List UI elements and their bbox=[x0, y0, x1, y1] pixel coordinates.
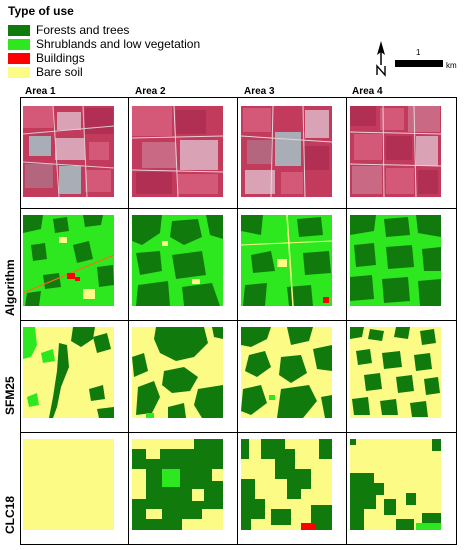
algorithm-map-area-2 bbox=[132, 215, 223, 306]
legend-item-shrublands: Shrublands and low vegetation bbox=[8, 38, 200, 50]
grid-line bbox=[346, 97, 347, 545]
scale-bar-segment bbox=[395, 60, 443, 67]
area-header-2: Area 2 bbox=[135, 86, 166, 97]
area-header-1: Area 1 bbox=[25, 86, 56, 97]
sfm25-map-area-4 bbox=[350, 327, 441, 418]
legend-label-forests: Forests and trees bbox=[36, 23, 130, 37]
algorithm-map-area-4 bbox=[350, 215, 441, 306]
legend-label-buildings: Buildings bbox=[36, 51, 85, 65]
legend-label-bare-soil: Bare soil bbox=[36, 65, 83, 79]
algorithm-map-area-1 bbox=[23, 215, 114, 306]
legend-swatch-shrublands bbox=[8, 38, 30, 50]
legend-swatch-forests bbox=[8, 24, 30, 36]
legend-title: Type of use bbox=[8, 4, 74, 18]
satellite-image-area-4 bbox=[350, 106, 441, 197]
scale-value: 1 bbox=[416, 48, 421, 57]
legend-item-bare-soil: Bare soil bbox=[8, 66, 83, 78]
satellite-image-area-3 bbox=[241, 106, 332, 197]
legend-label-shrublands: Shrublands and low vegetation bbox=[36, 37, 201, 51]
area-header-4: Area 4 bbox=[352, 86, 383, 97]
clc18-map-area-4 bbox=[350, 439, 441, 530]
grid-line bbox=[237, 97, 238, 545]
map-grid-frame bbox=[20, 97, 457, 545]
row-label-clc18: CLC18 bbox=[3, 495, 17, 534]
grid-line bbox=[20, 208, 457, 209]
algorithm-map-area-3 bbox=[241, 215, 332, 306]
clc18-map-area-1 bbox=[23, 439, 114, 530]
sfm25-map-area-3 bbox=[241, 327, 332, 418]
satellite-image-area-2 bbox=[132, 106, 223, 197]
grid-line bbox=[20, 320, 457, 321]
grid-line bbox=[128, 97, 129, 545]
legend-swatch-bare-soil bbox=[8, 66, 30, 78]
row-label-algorithm: Algorithm bbox=[3, 259, 17, 316]
area-header-3: Area 3 bbox=[244, 86, 275, 97]
scale-unit: km bbox=[446, 61, 457, 70]
sfm25-map-area-1 bbox=[23, 327, 114, 418]
north-arrow-icon bbox=[376, 41, 386, 77]
legend-swatch-buildings bbox=[8, 52, 30, 64]
clc18-map-area-3 bbox=[241, 439, 332, 530]
legend-item-buildings: Buildings bbox=[8, 52, 85, 64]
satellite-image-area-1 bbox=[23, 106, 114, 197]
legend-item-forests: Forests and trees bbox=[8, 24, 129, 36]
row-label-sfm25: SFM25 bbox=[3, 376, 17, 415]
sfm25-map-area-2 bbox=[132, 327, 223, 418]
grid-line bbox=[20, 432, 457, 433]
clc18-map-area-2 bbox=[132, 439, 223, 530]
